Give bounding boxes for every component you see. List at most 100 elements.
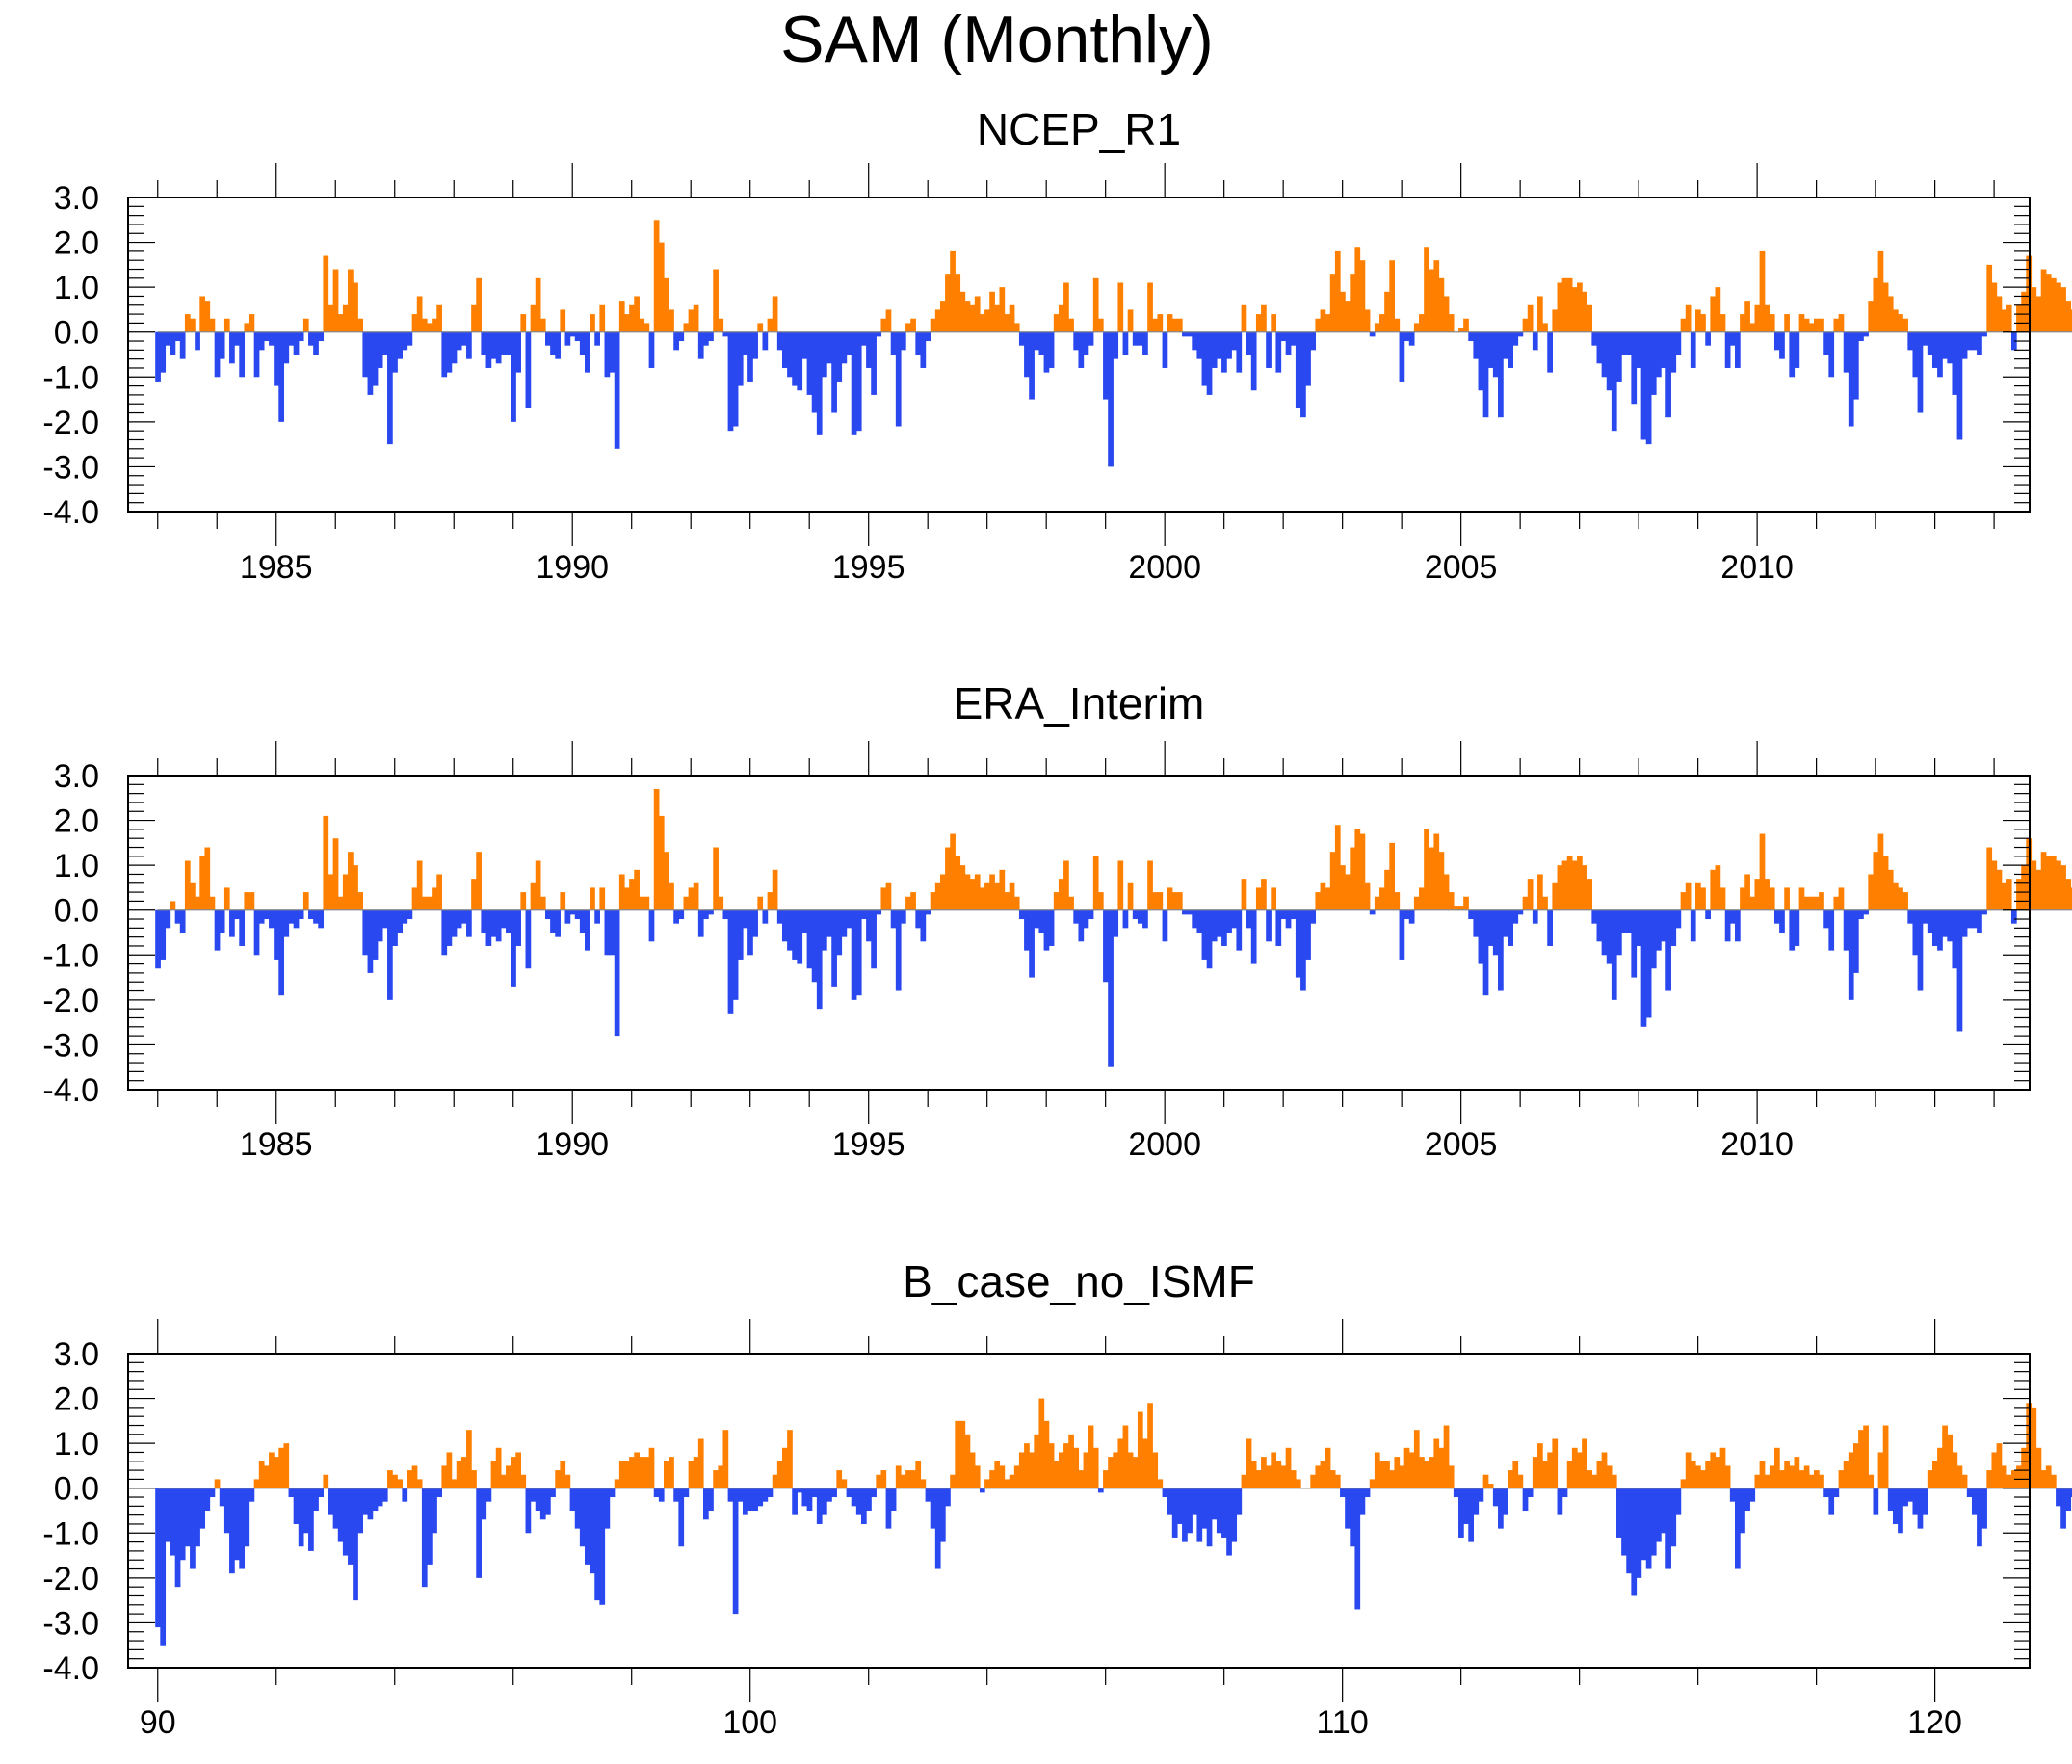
negative-anomaly-bar <box>1843 909 1849 951</box>
positive-anomaly-bar <box>1345 301 1351 332</box>
negative-anomaly-bar <box>214 909 221 951</box>
positive-anomaly-bar <box>895 1465 902 1488</box>
negative-anomaly-bar <box>816 331 823 435</box>
positive-anomaly-bar <box>1685 1452 1692 1488</box>
positive-anomaly-bar <box>1487 1484 1494 1488</box>
positive-anomaly-bar <box>639 1457 645 1488</box>
positive-anomaly-bar <box>2060 287 2066 332</box>
negative-anomaly-bar <box>1645 331 1652 445</box>
negative-anomaly-bar <box>1196 1488 1203 1542</box>
negative-anomaly-bar <box>234 331 240 346</box>
negative-anomaly-bar <box>1399 331 1405 382</box>
negative-anomaly-bar <box>456 909 462 929</box>
positive-anomaly-bar <box>258 1461 265 1488</box>
negative-anomaly-bar <box>1966 909 1973 929</box>
negative-anomaly-bar <box>1221 909 1227 946</box>
positive-anomaly-bar <box>1250 1461 1257 1488</box>
negative-anomaly-bar <box>742 331 748 355</box>
positive-anomaly-bar <box>342 874 349 910</box>
negative-anomaly-bar <box>836 331 843 382</box>
negative-anomaly-bar <box>1917 331 1924 413</box>
negative-anomaly-bar <box>732 1488 739 1615</box>
negative-anomaly-bar <box>1971 331 1978 351</box>
negative-anomaly-bar <box>328 1488 334 1515</box>
negative-anomaly-bar <box>381 1488 388 1502</box>
negative-anomaly-bar <box>1621 331 1627 355</box>
x-tick-label: 2000 <box>1128 1126 1201 1163</box>
positive-anomaly-bar <box>1868 301 1875 332</box>
negative-anomaly-bar <box>1018 331 1025 346</box>
positive-anomaly-bar <box>535 860 541 910</box>
negative-anomaly-bar <box>278 909 285 996</box>
negative-anomaly-bar <box>1300 909 1306 991</box>
positive-anomaly-bar <box>1685 882 1692 910</box>
positive-anomaly-bar <box>1171 318 1178 332</box>
positive-anomaly-bar <box>1873 852 1879 910</box>
positive-anomaly-bar <box>718 896 724 910</box>
negative-anomaly-bar <box>801 909 808 933</box>
positive-anomaly-bar <box>1769 1465 1775 1488</box>
negative-anomaly-bar <box>1690 909 1696 942</box>
positive-anomaly-bar <box>939 301 946 332</box>
positive-anomaly-bar <box>1320 882 1326 910</box>
positive-anomaly-bar <box>209 318 216 332</box>
positive-anomaly-bar <box>643 323 650 332</box>
positive-anomaly-bar <box>1379 887 1385 910</box>
negative-anomaly-bar <box>1473 331 1480 359</box>
positive-anomaly-bar <box>2035 296 2042 332</box>
positive-anomaly-bar <box>332 838 339 910</box>
positive-anomaly-bar <box>1552 1438 1559 1488</box>
negative-anomaly-bar <box>313 331 319 355</box>
positive-anomaly-bar <box>663 852 669 910</box>
positive-anomaly-bar <box>357 318 364 332</box>
positive-anomaly-bar <box>1537 296 1543 332</box>
negative-anomaly-bar <box>293 1488 300 1524</box>
negative-anomaly-bar <box>1216 331 1222 359</box>
negative-anomaly-bar <box>678 331 685 342</box>
negative-anomaly-bar <box>1937 331 1943 378</box>
x-tick-label: 1985 <box>240 1126 313 1163</box>
negative-anomaly-bar <box>1503 331 1508 359</box>
positive-anomaly-bar <box>1740 314 1745 332</box>
positive-anomaly-bar <box>1947 1434 1954 1488</box>
positive-anomaly-bar <box>1285 1447 1292 1488</box>
positive-anomaly-bar <box>535 277 541 332</box>
negative-anomaly-bar <box>397 331 404 359</box>
negative-anomaly-bar <box>594 331 600 346</box>
positive-anomaly-bar <box>263 1465 270 1488</box>
positive-anomaly-bar <box>1552 309 1559 332</box>
negative-anomaly-bar <box>846 1488 852 1498</box>
positive-anomaly-bar <box>1813 1470 1820 1488</box>
negative-anomaly-bar <box>797 909 803 964</box>
positive-anomaly-bar <box>772 1474 778 1488</box>
positive-anomaly-bar <box>2050 277 2057 332</box>
positive-anomaly-bar <box>1419 1457 1425 1488</box>
positive-anomaly-bar <box>1448 1465 1455 1488</box>
negative-anomaly-bar <box>1942 909 1948 937</box>
x-tick-label: 2005 <box>1425 549 1498 586</box>
negative-anomaly-bar <box>762 909 769 924</box>
positive-anomaly-bar <box>1715 865 1721 910</box>
negative-anomaly-bar <box>387 331 393 445</box>
positive-anomaly-bar <box>772 296 778 332</box>
negative-anomaly-bar <box>1280 909 1287 920</box>
positive-anomaly-bar <box>688 1461 695 1488</box>
positive-anomaly-bar <box>1157 892 1164 910</box>
negative-anomaly-bar <box>298 331 304 342</box>
negative-anomaly-bar <box>658 1488 665 1502</box>
positive-anomaly-bar <box>1557 282 1563 332</box>
negative-anomaly-bar <box>155 909 161 969</box>
negative-anomaly-bar <box>1211 1488 1218 1520</box>
negative-anomaly-bar <box>1305 909 1311 960</box>
negative-anomaly-bar <box>702 1488 709 1520</box>
negative-anomaly-bar <box>1221 331 1227 373</box>
positive-anomaly-bar <box>1325 314 1331 332</box>
positive-anomaly-bar <box>1340 865 1346 910</box>
positive-anomaly-bar <box>629 1457 635 1488</box>
negative-anomaly-bar <box>697 331 704 359</box>
positive-anomaly-bar <box>2006 879 2012 910</box>
positive-anomaly-bar <box>1819 1474 1824 1488</box>
negative-anomaly-bar <box>1631 909 1638 978</box>
negative-anomaly-bar <box>269 909 275 929</box>
positive-anomaly-bar <box>880 318 887 332</box>
